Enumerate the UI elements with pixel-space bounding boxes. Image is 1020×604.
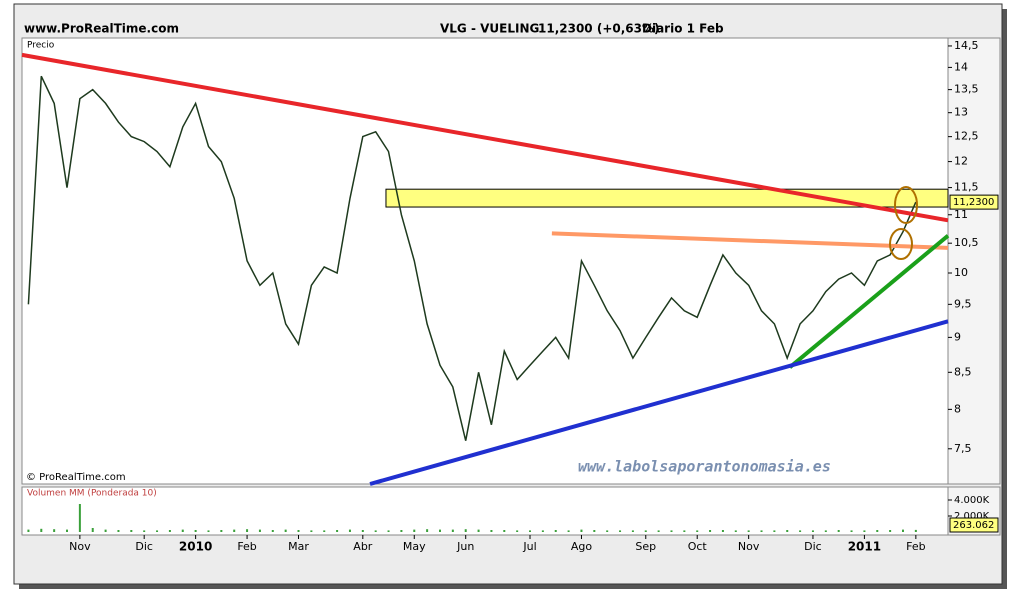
volume-label: Volumen MM (Ponderada 10) [27, 489, 157, 499]
x-tick-label: Feb [237, 540, 256, 553]
x-tick-label: Mar [288, 540, 309, 553]
y-tick-label: 13,5 [954, 83, 979, 96]
y-tick-label: 10 [954, 266, 968, 279]
x-tick-label: Nov [69, 540, 91, 553]
trendline [369, 319, 949, 486]
y-tick-label: 14 [954, 60, 968, 73]
volume-tick-label: 4.000K [954, 495, 990, 506]
price-line [27, 75, 917, 441]
trendline [788, 234, 950, 369]
highlight-circle [894, 186, 918, 224]
marks: 14,5 14 13,5 13 12,5 12 11,5 11 10,5 10 9,5 9 8,5 8 7,… [21, 39, 999, 554]
x-tick-label: 2011 [848, 540, 881, 554]
copyright: © ProRealTime.com [26, 472, 126, 483]
y-tick-label: 9 [954, 330, 961, 343]
x-tick-label: May [403, 540, 426, 553]
y-tick-label: 12,5 [954, 130, 979, 143]
volume-last-box [949, 517, 999, 533]
price-panel [21, 37, 949, 485]
price-axis [947, 37, 1001, 485]
y-tick-label: 7,5 [954, 442, 972, 455]
y-tick-label: 11 [954, 208, 968, 221]
x-tick-label: Nov [738, 540, 760, 553]
last-price-box [949, 194, 999, 210]
y-tick-label: 11,5 [954, 181, 979, 194]
x-tick-label: Feb [906, 540, 925, 553]
x-tick-label: Dic [135, 540, 153, 553]
y-tick-label: 8,5 [954, 365, 972, 378]
quote: 11,2300 (+0,63%) [538, 22, 660, 36]
period: Diario 1 Feb [642, 22, 724, 36]
x-tick-label: 2010 [179, 540, 212, 554]
x-tick-label: Ago [571, 540, 593, 553]
trendline [551, 231, 949, 250]
y-label: Precio [27, 41, 55, 51]
y-tick-label: 8 [954, 402, 961, 415]
x-tick-label: Jun [456, 540, 474, 553]
last-price-label: 11,2300 [953, 197, 994, 208]
watermark: www.labolsaporantonomasia.es [578, 458, 831, 476]
y-tick-label: 12 [954, 155, 968, 168]
instrument: VLG - VUELING [440, 22, 539, 36]
site: www.ProRealTime.com [24, 22, 179, 36]
y-tick-label: 10,5 [954, 236, 979, 249]
volume-last-label: 263.062 [953, 520, 994, 531]
x-tick-label: Abr [353, 540, 373, 553]
x-tick-label: Jul [522, 540, 536, 553]
x-tick-label: Dic [804, 540, 822, 553]
trendline [21, 52, 949, 223]
y-tick-label: 13 [954, 106, 968, 119]
y-tick-label: 14,5 [954, 39, 979, 52]
x-tick-label: Oct [688, 540, 708, 553]
volume-panel [21, 486, 949, 536]
x-tick-label: Sep [635, 540, 656, 553]
volume-tick-label: 2.000K [954, 511, 990, 522]
y-tick-label: 9,5 [954, 297, 972, 310]
highlight-circle [889, 228, 913, 260]
